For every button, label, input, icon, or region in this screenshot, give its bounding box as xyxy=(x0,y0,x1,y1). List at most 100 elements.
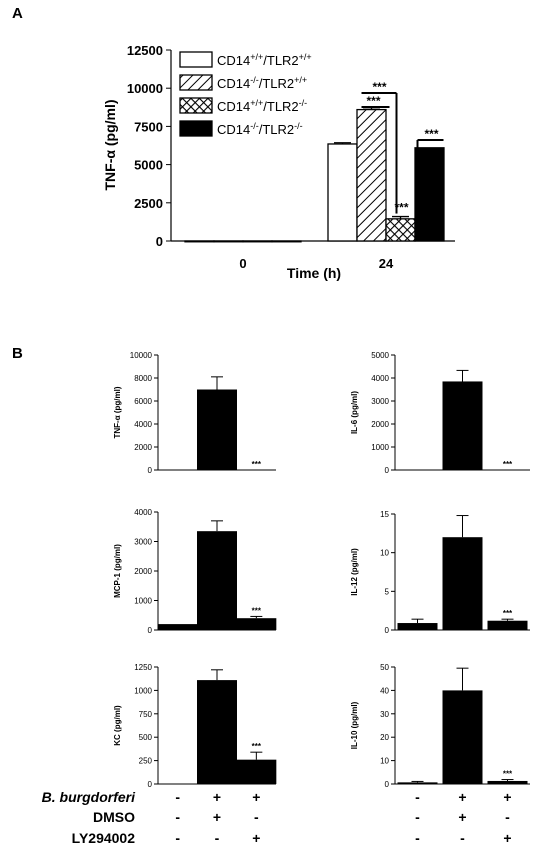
condition-label: DMSO xyxy=(93,809,135,825)
significance-label: *** xyxy=(424,127,438,141)
condition-mark: - xyxy=(175,789,180,805)
bar xyxy=(271,240,302,243)
bar xyxy=(356,108,387,242)
y-tick-label: 250 xyxy=(139,757,153,766)
legend-label: CD14+/+/TLR2-/- xyxy=(217,98,307,114)
y-tick-label: 12500 xyxy=(127,43,163,58)
condition-mark: - xyxy=(254,809,259,825)
x-tick-label: 24 xyxy=(379,256,394,271)
significance-label: *** xyxy=(252,460,262,469)
y-tick-label: 10 xyxy=(380,549,389,558)
bar xyxy=(487,620,528,630)
y-tick-label: 7500 xyxy=(134,119,163,134)
y-tick-label: 0 xyxy=(385,780,390,789)
y-tick-label: 40 xyxy=(380,686,389,695)
y-tick-label: 1000 xyxy=(371,443,389,452)
y-tick-label: 2000 xyxy=(371,420,389,429)
condition-mark: + xyxy=(458,789,466,805)
y-tick-label: 2000 xyxy=(134,443,152,452)
bar xyxy=(197,531,237,630)
legend-superscript: -/- xyxy=(294,121,303,131)
y-tick-label: 0 xyxy=(148,626,153,635)
y-tick-label: 10000 xyxy=(127,81,163,96)
significance-label: *** xyxy=(503,609,513,618)
condition-mark: + xyxy=(458,809,466,825)
legend-text: CD14 xyxy=(217,99,250,114)
legend-swatch xyxy=(179,97,213,114)
legend-superscript: -/- xyxy=(250,121,259,131)
y-tick-label: 8000 xyxy=(134,374,152,383)
y-axis-label: IL-12 (pg/ml) xyxy=(350,548,359,596)
y-tick-label: 4000 xyxy=(134,508,152,517)
y-tick-label: 1000 xyxy=(134,597,152,606)
y-tick-label: 500 xyxy=(139,733,153,742)
legend-swatch xyxy=(179,51,213,68)
bar xyxy=(213,240,244,243)
legend-text: CD14 xyxy=(217,53,250,68)
x-tick-label: 0 xyxy=(239,256,246,271)
bar xyxy=(385,218,416,242)
y-axis-label: KC (pg/ml) xyxy=(113,705,122,746)
bar xyxy=(236,759,277,784)
bar xyxy=(242,240,273,243)
condition-mark: + xyxy=(213,809,221,825)
legend-text: CD14 xyxy=(217,122,250,137)
legend-text: /TLR2 xyxy=(259,76,294,91)
y-tick-label: 1000 xyxy=(134,686,152,695)
y-axis-label: IL-10 (pg/ml) xyxy=(350,701,359,749)
significance-label: *** xyxy=(252,742,262,751)
y-axis-label: MCP-1 (pg/ml) xyxy=(113,544,122,598)
legend-superscript: +/+ xyxy=(250,98,263,108)
legend-swatch xyxy=(179,120,213,137)
legend-text: /TLR2 xyxy=(263,53,298,68)
legend-text: /TLR2 xyxy=(263,99,298,114)
y-tick-label: 20 xyxy=(380,733,389,742)
significance-label: *** xyxy=(372,80,386,94)
y-tick-label: 750 xyxy=(139,710,153,719)
panel-label-b: B xyxy=(12,345,23,362)
y-tick-label: 4000 xyxy=(371,374,389,383)
bar xyxy=(414,147,445,242)
bar xyxy=(327,143,358,242)
legend-swatch xyxy=(179,74,213,91)
significance-label: *** xyxy=(503,770,513,779)
bar xyxy=(397,623,438,630)
y-axis-label: TNF-α (pg/ml) xyxy=(113,386,122,438)
significance-label: *** xyxy=(366,94,380,108)
legend-superscript: -/- xyxy=(299,98,308,108)
y-tick-label: 6000 xyxy=(134,397,152,406)
condition-mark: + xyxy=(503,789,511,805)
significance-label: *** xyxy=(252,606,262,615)
y-tick-label: 15 xyxy=(380,510,389,519)
legend-text: /TLR2 xyxy=(259,122,294,137)
condition-label: LY294002 xyxy=(72,830,136,845)
condition-mark: + xyxy=(252,789,260,805)
y-tick-label: 0 xyxy=(156,234,163,249)
legend-label: CD14-/-/TLR2+/+ xyxy=(217,75,307,91)
legend-superscript: +/+ xyxy=(250,52,263,62)
condition-mark: - xyxy=(415,830,420,845)
bar xyxy=(157,624,198,630)
condition-mark: - xyxy=(460,830,465,845)
y-tick-label: 10000 xyxy=(130,351,153,360)
condition-mark: + xyxy=(252,830,260,845)
y-tick-label: 2000 xyxy=(134,567,152,576)
condition-mark: - xyxy=(415,789,420,805)
y-tick-label: 0 xyxy=(148,780,153,789)
condition-mark: + xyxy=(213,789,221,805)
bar xyxy=(197,680,237,784)
y-tick-label: 1250 xyxy=(134,663,152,672)
y-tick-label: 5 xyxy=(385,587,390,596)
y-tick-label: 4000 xyxy=(134,420,152,429)
x-axis-label: Time (h) xyxy=(287,265,341,281)
condition-label: B. burgdorferi xyxy=(42,789,136,805)
bar xyxy=(487,780,528,784)
bar xyxy=(197,389,237,470)
y-tick-label: 5000 xyxy=(371,351,389,360)
y-tick-label: 0 xyxy=(148,466,153,475)
y-tick-label: 2500 xyxy=(134,196,163,211)
legend-text: CD14 xyxy=(217,76,250,91)
bar xyxy=(442,690,483,784)
legend-superscript: +/+ xyxy=(299,52,312,62)
condition-mark: - xyxy=(505,809,510,825)
